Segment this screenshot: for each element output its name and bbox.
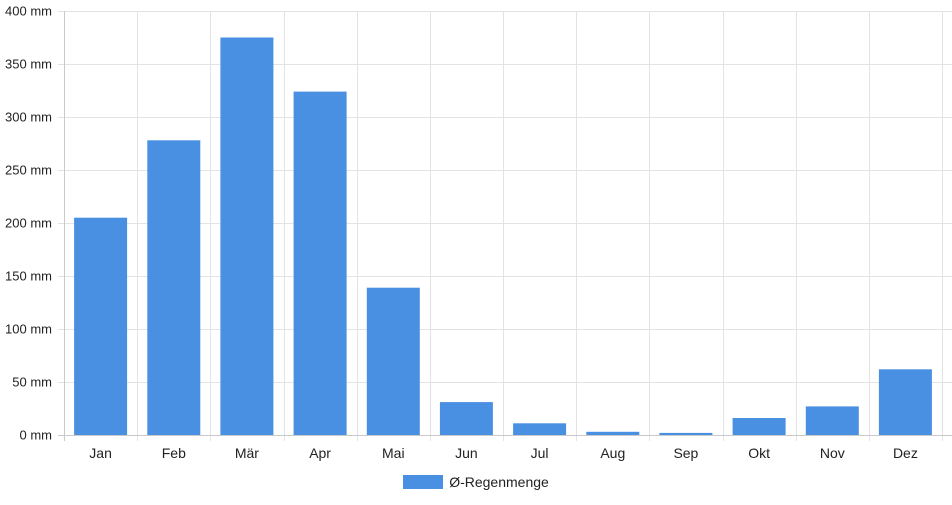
x-tick-label: Apr (309, 445, 331, 461)
x-tick-label: Nov (820, 445, 845, 461)
bar-mär[interactable] (220, 37, 274, 436)
y-tick-label: 400 mm (5, 4, 52, 19)
y-tick-labels: 0 mm 50 mm 100 mm 150 mm 200 mm 250 mm 300 mm 3… (5, 4, 52, 443)
bar-okt[interactable] (732, 418, 786, 435)
bar-jan[interactable] (74, 217, 128, 435)
bar-mai[interactable] (366, 287, 420, 435)
x-tick-label: Jul (531, 445, 549, 461)
x-tick-label: Jan (89, 445, 112, 461)
bar-nov[interactable] (805, 406, 859, 435)
bar-apr[interactable] (293, 91, 347, 435)
legend[interactable]: Ø-Regenmenge (0, 472, 952, 492)
y-tick-label: 200 mm (5, 216, 52, 231)
axes (58, 11, 952, 441)
y-tick-label: 100 mm (5, 322, 52, 337)
x-tick-label: Aug (600, 445, 625, 461)
x-tick-label: Mär (235, 445, 259, 461)
x-tick-labels: Jan Feb Mär Apr Mai Jun Jul Aug Sep Okt Nov Dez (89, 445, 918, 461)
x-tick-label: Jun (455, 445, 478, 461)
bar-aug[interactable] (586, 431, 640, 435)
grid-lines (58, 11, 952, 441)
x-tick-label: Dez (893, 445, 918, 461)
y-tick-label: 300 mm (5, 110, 52, 125)
x-tick-label: Feb (162, 445, 186, 461)
y-tick-label: 50 mm (12, 375, 52, 390)
bar-jul[interactable] (513, 423, 567, 435)
y-tick-label: 0 mm (20, 428, 53, 443)
x-tick-label: Mai (382, 445, 405, 461)
bar-series (74, 37, 932, 436)
bar-jun[interactable] (439, 402, 493, 435)
x-tick-label: Sep (673, 445, 698, 461)
bar-feb[interactable] (147, 140, 201, 436)
y-tick-label: 350 mm (5, 57, 52, 72)
x-tick-label: Okt (748, 445, 770, 461)
bar-sep[interactable] (659, 432, 713, 435)
y-tick-label: 250 mm (5, 163, 52, 178)
y-tick-label: 150 mm (5, 269, 52, 284)
legend-swatch (403, 475, 444, 489)
legend-label: Ø-Regenmenge (449, 474, 549, 490)
bar-dez[interactable] (878, 369, 932, 435)
